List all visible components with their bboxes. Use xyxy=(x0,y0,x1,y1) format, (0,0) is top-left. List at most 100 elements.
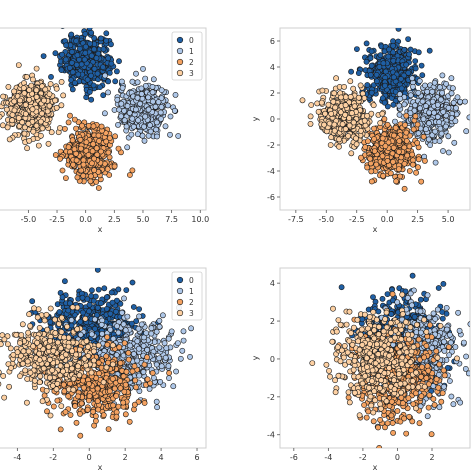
point-series-0 xyxy=(407,46,414,53)
point-series-1 xyxy=(187,353,193,360)
point-series-2 xyxy=(71,116,78,123)
point-series-2 xyxy=(70,161,76,168)
point-series-1 xyxy=(415,89,422,96)
point-series-1 xyxy=(121,108,127,114)
point-series-1 xyxy=(135,325,142,332)
point-series-3 xyxy=(308,102,315,108)
point-series-1 xyxy=(436,138,443,144)
point-series-2 xyxy=(86,380,92,387)
point-series-0 xyxy=(66,65,73,71)
x-tick-label: 2.5 xyxy=(108,215,121,224)
point-series-2 xyxy=(116,344,123,351)
x-tick-label: 2.5 xyxy=(411,215,424,224)
point-series-1 xyxy=(107,326,114,333)
point-series-2 xyxy=(109,375,116,382)
point-series-0 xyxy=(68,77,74,83)
point-series-1 xyxy=(153,361,160,368)
point-series-3 xyxy=(332,104,339,111)
point-series-0 xyxy=(69,86,76,93)
point-series-3 xyxy=(36,324,43,331)
point-series-2 xyxy=(62,125,68,132)
point-series-2 xyxy=(132,377,139,384)
point-series-0 xyxy=(412,65,419,72)
point-series-1 xyxy=(120,321,127,328)
point-series-3 xyxy=(103,364,110,371)
point-series-3 xyxy=(348,110,355,116)
point-series-3 xyxy=(377,120,384,126)
point-series-2 xyxy=(96,370,102,377)
point-series-1 xyxy=(450,99,457,106)
point-series-1 xyxy=(412,102,418,109)
point-series-0 xyxy=(69,59,75,66)
point-series-1 xyxy=(152,103,159,110)
point-series-3 xyxy=(43,311,50,318)
point-series-2 xyxy=(125,349,132,356)
point-series-2 xyxy=(96,138,102,144)
point-series-0 xyxy=(94,304,101,311)
point-series-1 xyxy=(463,128,470,135)
point-series-3 xyxy=(20,85,27,91)
point-series-3 xyxy=(0,122,6,129)
point-series-1 xyxy=(168,328,175,335)
point-series-2 xyxy=(401,185,408,192)
point-series-0 xyxy=(56,309,63,315)
point-series-1 xyxy=(180,328,187,335)
point-series-3 xyxy=(47,305,54,312)
point-series-2 xyxy=(80,161,87,168)
point-series-3 xyxy=(48,129,55,136)
point-series-3 xyxy=(29,106,36,113)
point-series-1 xyxy=(142,113,149,120)
point-series-3 xyxy=(321,121,327,128)
point-series-2 xyxy=(80,172,87,179)
point-series-0 xyxy=(91,65,98,72)
point-series-2 xyxy=(87,178,94,185)
point-series-1 xyxy=(134,131,141,137)
point-series-0 xyxy=(363,40,370,47)
point-series-1 xyxy=(140,369,147,375)
point-series-1 xyxy=(424,88,431,95)
y-tick-label: -2 xyxy=(267,141,275,150)
point-series-0 xyxy=(130,304,137,310)
point-series-0 xyxy=(100,92,107,99)
point-series-3 xyxy=(39,398,46,405)
point-series-3 xyxy=(350,85,357,92)
point-series-2 xyxy=(90,123,97,130)
point-series-1 xyxy=(409,75,415,82)
point-series-1 xyxy=(147,128,154,135)
point-series-2 xyxy=(111,163,118,170)
point-series-3 xyxy=(347,94,354,100)
point-series-2 xyxy=(94,151,101,158)
point-series-3 xyxy=(0,93,6,100)
point-series-0 xyxy=(103,294,110,301)
point-series-1 xyxy=(180,337,187,344)
point-series-2 xyxy=(93,413,99,420)
point-series-0 xyxy=(86,308,92,315)
point-series-2 xyxy=(391,132,397,139)
point-series-1 xyxy=(130,351,137,357)
point-series-0 xyxy=(69,49,75,55)
point-series-1 xyxy=(153,398,160,405)
point-series-2 xyxy=(379,153,386,159)
point-series-1 xyxy=(439,72,446,79)
point-series-0 xyxy=(80,309,86,316)
point-series-1 xyxy=(429,88,436,95)
y-tick-label: 4 xyxy=(270,63,275,72)
point-series-2 xyxy=(73,157,80,164)
point-series-0 xyxy=(373,71,380,78)
point-series-0 xyxy=(123,287,130,293)
point-series-2 xyxy=(79,122,85,129)
point-series-1 xyxy=(167,113,174,120)
point-series-1 xyxy=(130,123,137,130)
point-series-3 xyxy=(370,102,377,109)
point-series-2 xyxy=(406,168,413,174)
point-series-2 xyxy=(93,418,99,424)
point-series-3 xyxy=(24,145,30,152)
point-series-1 xyxy=(123,123,130,130)
point-series-2 xyxy=(98,148,104,155)
point-series-1 xyxy=(432,159,439,166)
point-series-0 xyxy=(73,38,79,44)
point-series-0 xyxy=(107,310,114,317)
point-series-3 xyxy=(361,117,368,124)
point-series-2 xyxy=(63,175,69,181)
